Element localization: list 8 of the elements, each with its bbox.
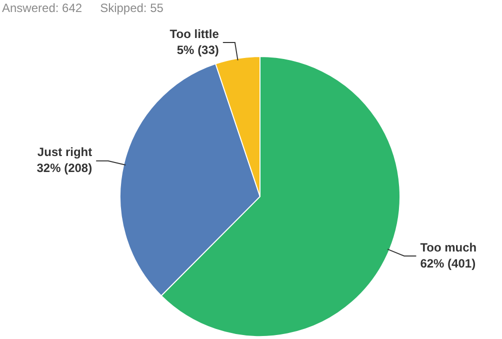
data-label: 5% (33): [176, 42, 219, 57]
data-label: 62% (401): [420, 256, 476, 270]
text: Answered: 642: [2, 1, 82, 15]
slice-label: Just right: [37, 145, 92, 160]
text: Skipped: 55: [100, 1, 164, 15]
slice-label: Too little: [170, 26, 220, 41]
data-label: 32% (208): [36, 161, 92, 176]
slice-label: Too much: [420, 240, 477, 254]
